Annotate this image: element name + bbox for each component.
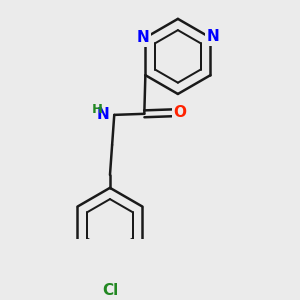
- Text: N: N: [96, 107, 109, 122]
- Text: H: H: [92, 103, 103, 116]
- Text: N: N: [206, 29, 219, 44]
- Text: Cl: Cl: [102, 283, 118, 298]
- Text: N: N: [137, 30, 150, 45]
- Text: O: O: [173, 105, 186, 120]
